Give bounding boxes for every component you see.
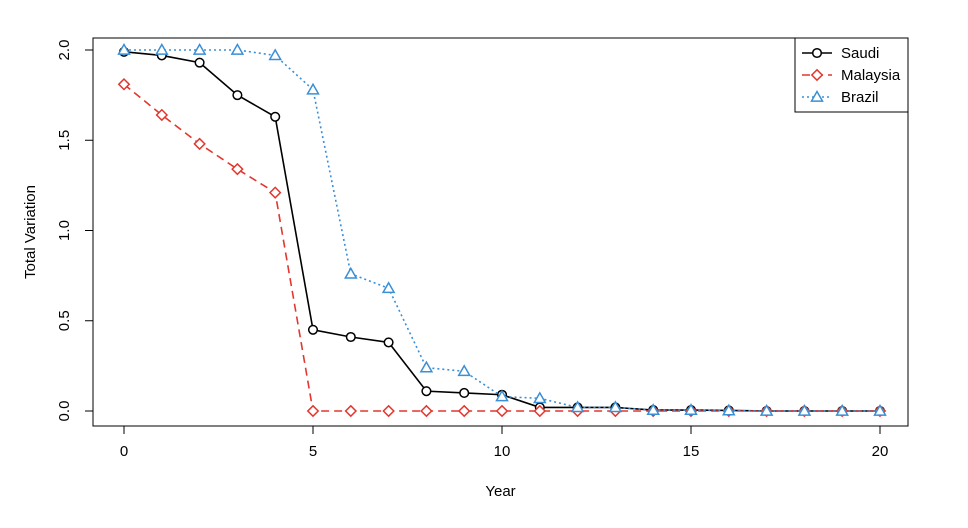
data-point-malaysia: [268, 186, 282, 199]
series-malaysia: [117, 78, 887, 418]
data-point-brazil: [608, 400, 623, 413]
series-brazil: [117, 42, 887, 416]
legend: Saudi Malaysia Brazil: [794, 37, 909, 113]
axes: 0 5 10 15 20 0.0 0.5 1.0 1.5 2.0 Year Total Variati…: [22, 37, 909, 500]
legend-label-malaysia: Malaysia: [841, 67, 901, 84]
x-tick-label: 15: [683, 443, 700, 460]
data-point-saudi: [307, 324, 319, 335]
data-point-malaysia: [344, 404, 358, 418]
y-tick-label: 0.0: [56, 401, 73, 422]
data-point-malaysia: [306, 404, 320, 418]
data-point-brazil: [268, 48, 282, 61]
data-point-saudi: [270, 111, 281, 122]
data-point-brazil: [533, 391, 547, 404]
data-point-brazil: [192, 42, 207, 55]
x-tick-label: 5: [309, 443, 317, 460]
legend-marker-brazil: [810, 89, 824, 102]
legend-label-brazil: Brazil: [841, 89, 879, 106]
data-point-brazil: [495, 389, 509, 402]
data-point-saudi: [421, 386, 432, 397]
data-point-brazil: [457, 364, 471, 377]
legend-marker-saudi: [811, 47, 823, 59]
data-point-saudi: [232, 90, 243, 101]
x-tick-label: 0: [120, 443, 128, 460]
y-tick-label: 1.5: [56, 130, 73, 151]
data-point-malaysia: [117, 78, 131, 91]
data-point-brazil: [570, 400, 585, 413]
data-point-malaysia: [382, 404, 395, 418]
y-tick-label: 2.0: [56, 40, 73, 61]
data-point-saudi: [383, 337, 394, 348]
data-point-brazil: [835, 403, 849, 416]
y-tick-label: 1.0: [56, 220, 73, 241]
y-tick-label: 0.5: [56, 310, 73, 331]
legend-label-saudi: Saudi: [841, 45, 879, 62]
data-point-brazil: [684, 403, 698, 415]
data-point-malaysia: [193, 137, 206, 151]
series-line-saudi: [123, 51, 880, 412]
series-line-brazil: [124, 49, 880, 412]
y-axis-label: Total Variation: [22, 185, 39, 279]
data-point-saudi: [459, 387, 470, 399]
series-line-malaysia: [123, 83, 880, 412]
data-point-brazil: [155, 42, 169, 55]
data-point-brazil: [381, 281, 396, 294]
series-saudi: [118, 46, 886, 417]
data-point-malaysia: [155, 108, 169, 122]
x-axis-label: Year: [485, 483, 515, 500]
data-point-saudi: [345, 331, 356, 343]
data-point-malaysia: [420, 404, 433, 418]
data-point-brazil: [722, 403, 736, 416]
data-point-brazil: [646, 403, 660, 415]
data-point-brazil: [230, 42, 245, 55]
data-point-malaysia: [231, 162, 244, 176]
data-point-malaysia: [533, 404, 547, 418]
legend-item-saudi: Saudi: [802, 45, 879, 62]
data-point-brazil: [117, 42, 131, 55]
x-tick-label: 10: [494, 443, 511, 460]
data-point-brazil: [344, 266, 358, 279]
legend-item-brazil: Brazil: [802, 89, 879, 106]
data-point-malaysia: [457, 404, 471, 418]
data-point-brazil: [759, 403, 774, 416]
legend-item-malaysia: Malaysia: [802, 67, 901, 84]
x-tick-label: 20: [872, 443, 889, 460]
data-point-brazil: [873, 403, 887, 416]
data-point-malaysia: [495, 404, 509, 418]
data-point-brazil: [419, 360, 434, 373]
data-point-saudi: [194, 57, 205, 68]
data-point-brazil: [797, 403, 812, 416]
series-layer: [117, 42, 887, 418]
data-point-brazil: [306, 82, 320, 95]
plot-frame: [92, 37, 909, 427]
legend-marker-malaysia: [810, 68, 824, 82]
